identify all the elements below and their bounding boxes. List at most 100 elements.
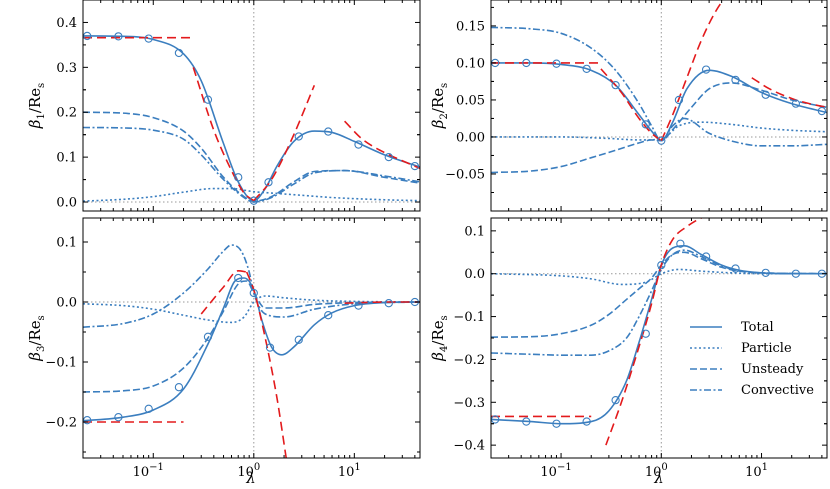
legend-label-total: Total [741, 320, 774, 335]
y-tick-label: 0.3 [56, 61, 77, 76]
total-marker [384, 299, 393, 308]
y-tick-label: −0.05 [445, 167, 485, 182]
total-marker [491, 415, 500, 424]
total-marker [674, 95, 684, 105]
y-tick-label: −0.1 [45, 356, 77, 371]
total-marker [83, 31, 92, 41]
series-convective-line [491, 249, 827, 356]
total-marker [354, 301, 363, 310]
asymptote-line [600, 68, 662, 142]
y-tick-label: 0.0 [56, 196, 77, 211]
panel-beta1: 0.0 0.1 0.2 0.3 0.4 β1/Res [26, 0, 421, 212]
x-tick-label: 10−1 [540, 462, 571, 480]
asymptote-line [751, 77, 827, 109]
total-marker [354, 140, 363, 149]
x-tick-label: 101 [745, 462, 768, 480]
total-marker [611, 80, 620, 90]
total-marker [114, 413, 123, 422]
total-marker [641, 329, 650, 338]
series-convective-line [83, 244, 420, 328]
total-marker [657, 136, 666, 145]
asymptote-line [344, 301, 420, 304]
ylabel-beta3: β3/Res [26, 315, 47, 361]
total-marker [761, 90, 770, 99]
total-marker [582, 64, 591, 74]
asymptote-line [200, 269, 247, 315]
total-marker [522, 417, 531, 426]
asymptote-line [344, 120, 420, 170]
total-marker [174, 48, 184, 58]
total-marker [731, 75, 740, 85]
total-marker [234, 273, 243, 283]
legend-label-convective: Convective [741, 383, 814, 398]
total-marker [791, 269, 800, 278]
xlabel-lambda-left: λ [245, 469, 256, 487]
total-marker [203, 332, 213, 341]
y-tick-label: 0.4 [56, 16, 77, 31]
axes-frame [82, 217, 421, 459]
series-unsteady-line [83, 111, 420, 202]
legend-label-particle: Particle [741, 341, 792, 356]
y-tick-label: −0.2 [453, 353, 485, 368]
total-marker [234, 173, 243, 182]
y-tick-label: 0.0 [464, 267, 485, 282]
y-tick-label: 0.0 [56, 296, 77, 311]
series-particle-line [83, 187, 420, 202]
total-marker [83, 416, 92, 425]
series-unsteady-line [83, 280, 420, 393]
total-marker [552, 419, 561, 428]
total-marker [611, 395, 620, 405]
y-tick-label: 0.00 [456, 130, 485, 145]
y-tick-label: −0.3 [453, 396, 485, 411]
total-marker [791, 99, 800, 108]
y-tick-label: 0.1 [464, 224, 485, 239]
total-marker [144, 404, 153, 413]
series-unsteady-line [491, 251, 827, 338]
total-marker [552, 59, 561, 68]
series-total-line [491, 62, 827, 142]
panel-beta2: −0.05 0.00 0.05 0.10 0.15 β2/Res [429, 0, 828, 212]
ylabel-beta4: β4/Res [429, 315, 450, 361]
series-particle-line [491, 121, 827, 141]
series-convective-line [491, 26, 827, 147]
x-tick-label: 100 [237, 462, 260, 480]
asymptote-line [660, 0, 725, 141]
total-marker [384, 152, 393, 162]
y-tick-label: −0.4 [453, 439, 485, 454]
ylabel-beta1: β1/Res [26, 83, 47, 129]
total-marker [701, 252, 711, 261]
axes-frame [490, 0, 828, 212]
total-marker [676, 239, 685, 248]
x-tick-label: 101 [338, 462, 361, 480]
total-marker [144, 34, 153, 43]
total-marker [641, 120, 650, 129]
total-marker [410, 161, 420, 171]
panel-beta3: −0.2 −0.1 0.0 0.1 10−1 100 101 β3/Res λ [26, 217, 421, 487]
asymptote-line [192, 67, 255, 202]
series-particle-line [83, 295, 420, 324]
total-marker [264, 178, 273, 187]
y-tick-label: 0.10 [456, 56, 485, 71]
total-marker [114, 32, 123, 41]
axes-frame [82, 0, 421, 212]
asymptote-line [245, 271, 287, 458]
total-marker [582, 417, 591, 426]
total-marker [174, 383, 184, 392]
asymptote-line [605, 218, 704, 446]
total-marker [817, 106, 827, 116]
total-marker [265, 343, 275, 352]
series-total-line [83, 35, 420, 202]
total-marker [324, 311, 333, 320]
y-tick-label: 0.15 [456, 19, 485, 34]
total-marker [249, 196, 258, 205]
total-marker [294, 335, 303, 344]
legend: Total Particle Unsteady Convective [690, 320, 814, 398]
legend-label-unsteady: Unsteady [741, 362, 804, 377]
series-convective-line [83, 126, 420, 203]
y-tick-label: 0.1 [56, 151, 77, 166]
total-marker [203, 95, 213, 104]
total-marker [294, 132, 303, 141]
x-tick-label: 100 [645, 462, 668, 480]
total-marker [324, 127, 333, 136]
